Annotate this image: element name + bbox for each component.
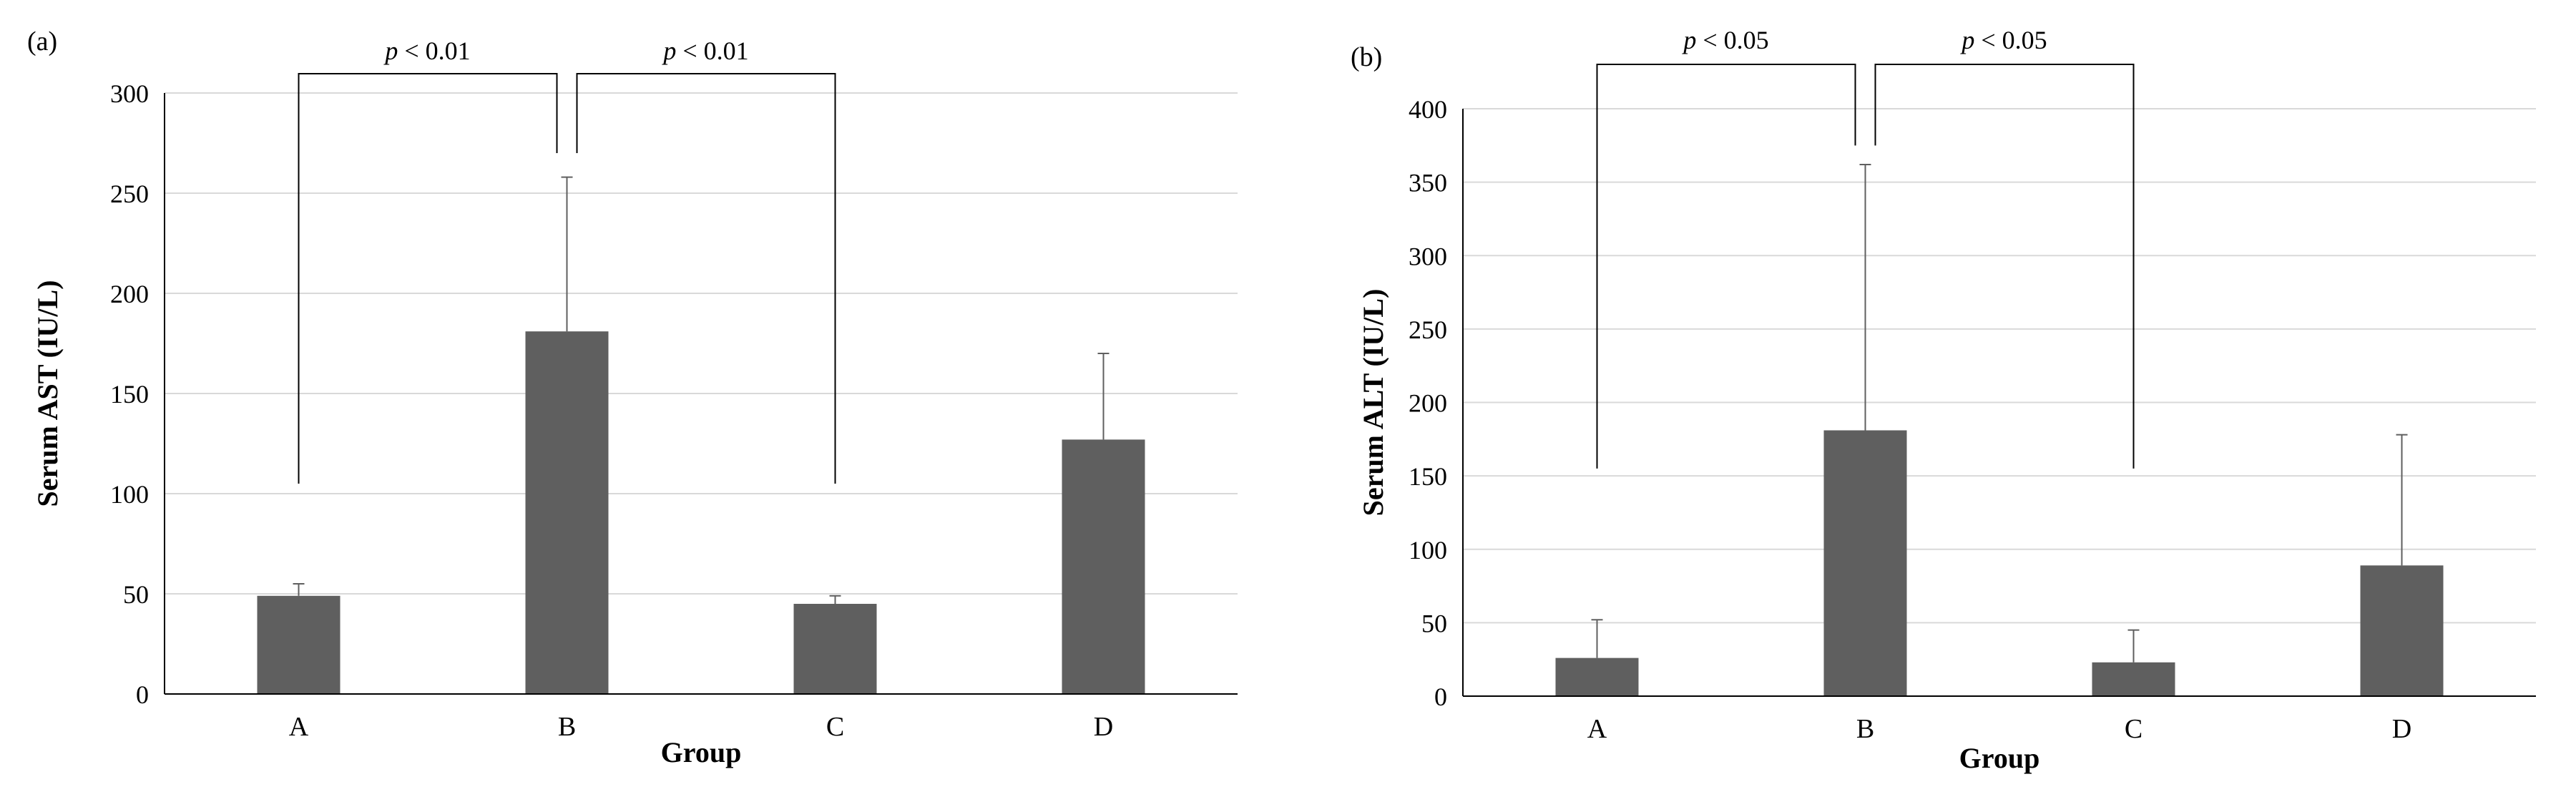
x-tick-label-a: A [1587, 714, 1607, 744]
y-tick-labels-b: 0 50 100 150 200 250 300 350 400 [1409, 95, 1447, 711]
x-tick-label-c: C [2125, 714, 2142, 744]
y-tick-label: 50 [1421, 609, 1447, 637]
error-bar-d [2396, 434, 2408, 566]
y-tick-label: 0 [136, 680, 149, 709]
x-tick-labels-b: A B C D [1587, 714, 2411, 744]
error-bar-a [293, 583, 305, 596]
error-bar-b [1859, 163, 1871, 431]
significance-bracket: p < 0.05 [1874, 26, 2135, 469]
y-tick-label: 100 [1409, 536, 1447, 564]
x-tick-label-d: D [1094, 712, 1113, 742]
significance-bracket: p < 0.01 [576, 36, 836, 484]
chart-b-svg: (b) p < 0.05 p < 0.05 0501001502002503003… [1351, 26, 2536, 774]
x-tick-label-c: C [826, 712, 844, 742]
error-bar-c [829, 595, 841, 604]
significance-threshold: < 0.05 [1696, 26, 1768, 54]
y-axis-label-a: Serum AST (IU/L) [31, 280, 64, 507]
y-tick-labels-a: 0 50 100 150 200 250 300 [110, 79, 149, 709]
bar-d [2360, 565, 2444, 696]
panel-label-b: (b) [1351, 42, 1382, 72]
error-bar-c [2127, 629, 2140, 663]
significance-p: p [661, 36, 676, 65]
chart-a-svg: (a) p < 0.01 p < 0.01 050100150200250300 … [27, 26, 1238, 768]
y-tick-label: 350 [1409, 169, 1447, 197]
significance-label: p < 0.05 [1681, 26, 1768, 54]
significance-p: p [383, 36, 398, 65]
y-tick-label: 50 [123, 580, 149, 609]
significance-bracket: p < 0.05 [1596, 26, 1856, 469]
x-tick-label-a: A [289, 712, 309, 742]
significance-p: p [1681, 26, 1696, 54]
error-bars-a [293, 176, 1110, 604]
chart-panel-b: (b) p < 0.05 p < 0.05 0 50 100 150 200 250 300 3… [1288, 0, 2576, 792]
significance-p: p [1959, 26, 1974, 54]
panel-label-a: (a) [27, 26, 57, 57]
error-bar-d [1097, 353, 1110, 440]
bar-c [793, 604, 877, 694]
y-tick-label: 400 [1409, 95, 1447, 124]
significance-brackets-b: p < 0.05 p < 0.05 [1596, 26, 2135, 469]
y-tick-label: 100 [110, 480, 149, 509]
bar-c [2092, 662, 2175, 696]
bar-b [1823, 430, 1907, 696]
y-tick-label: 150 [110, 380, 149, 409]
significance-label: p < 0.01 [661, 36, 748, 65]
bar-d [1062, 439, 1145, 694]
y-tick-label: 250 [1409, 316, 1447, 344]
significance-label: p < 0.05 [1959, 26, 2047, 54]
x-tick-label-b: B [1856, 714, 1874, 744]
significance-bracket: p < 0.01 [298, 36, 558, 484]
significance-brackets-a: p < 0.01 p < 0.01 [298, 36, 836, 484]
bars-a [257, 331, 1145, 694]
error-bar-b [561, 176, 573, 332]
bar-a [257, 595, 341, 694]
x-tick-labels-a: A B C D [289, 712, 1113, 742]
y-tick-label: 300 [1409, 242, 1447, 270]
gridlines-a [165, 92, 1238, 595]
x-tick-label-d: D [2392, 714, 2411, 744]
y-tick-label: 200 [1409, 389, 1447, 418]
bar-b [525, 331, 609, 694]
error-bar-a [1591, 619, 1603, 658]
significance-threshold: < 0.01 [398, 36, 470, 65]
bar-a [1555, 657, 1639, 696]
significance-label: p < 0.01 [383, 36, 470, 65]
error-bars-b [1591, 163, 2408, 663]
x-axis-label-a: Group [661, 736, 742, 768]
significance-threshold: < 0.01 [676, 36, 748, 65]
gridlines-b [1463, 108, 2536, 624]
y-tick-label: 0 [1434, 683, 1447, 711]
chart-panel-a: (a) p < 0.01 p < 0.01 0 50 100 150 200 250 300 … [0, 0, 1280, 792]
y-tick-label: 150 [1409, 462, 1447, 491]
y-axis-label-b: Serum ALT (IU/L) [1357, 289, 1389, 517]
y-tick-label: 200 [110, 280, 149, 308]
y-tick-label: 250 [110, 180, 149, 208]
significance-threshold: < 0.05 [1974, 26, 2047, 54]
x-axis-label-b: Group [1959, 742, 2040, 774]
x-tick-label-b: B [558, 712, 576, 742]
bars-b [1555, 430, 2444, 696]
y-tick-label: 300 [110, 79, 149, 108]
